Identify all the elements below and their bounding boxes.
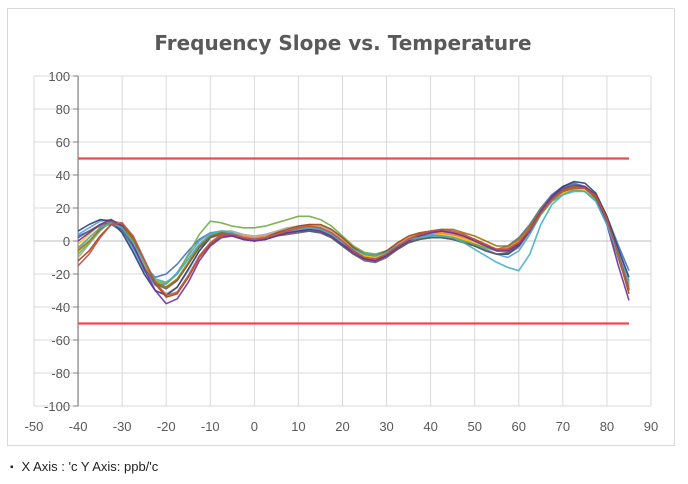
x-tick-label: 80: [600, 419, 614, 434]
series-line-1: [77, 182, 630, 279]
y-tick-label: 40: [56, 168, 70, 183]
chart-title: Frequency Slope vs. Temperature: [154, 31, 531, 55]
y-tick-label: -40: [51, 300, 70, 315]
y-tick-label: 60: [56, 135, 70, 150]
x-tick-label: 90: [644, 419, 658, 434]
y-tick-label: -80: [51, 366, 70, 381]
x-tick-label: 50: [467, 419, 481, 434]
x-tick-label: -10: [201, 419, 220, 434]
axis-units-text: X Axis : 'c Y Axis: ppb/'c: [21, 459, 159, 474]
x-tick-label: 30: [379, 419, 393, 434]
y-tick-label: -100: [44, 399, 70, 414]
x-tick-label: 70: [556, 419, 570, 434]
y-tick-label: -60: [51, 333, 70, 348]
x-tick-label: 20: [335, 419, 349, 434]
series-line-13: [77, 187, 630, 297]
y-tick-label: 0: [63, 234, 70, 249]
axis-units-note: ▪ X Axis : 'c Y Axis: ppb/'c: [10, 459, 158, 474]
x-tick-label: 10: [291, 419, 305, 434]
bullet-icon: ▪: [10, 462, 14, 473]
x-tick-label: 40: [423, 419, 437, 434]
series-line-12: [77, 190, 630, 285]
y-tick-label: 20: [56, 201, 70, 216]
chart: Frequency Slope vs. Temperature -50 -40 -3…: [25, 31, 659, 434]
x-tick-label: -50: [25, 419, 44, 434]
limit-lines: [78, 157, 629, 325]
series-lines: [77, 180, 630, 305]
series-line-7: [77, 180, 630, 297]
x-tick-label: -20: [157, 419, 176, 434]
y-tick-label: -20: [51, 267, 70, 282]
x-tick-label: 60: [512, 419, 526, 434]
y-tick-label: 100: [48, 69, 70, 84]
y-tick-label: 80: [56, 102, 70, 117]
x-tick-label: -40: [69, 419, 88, 434]
y-axis-tick-labels: -100 -80 -60 -40 -20 0 20 40 60 80 100: [44, 69, 70, 414]
x-tick-label: -30: [113, 419, 132, 434]
x-axis-tick-labels: -50 -40 -30 -20 -10 0 10 20 30 40 50 60 70 80 90: [25, 419, 659, 434]
x-tick-label: 0: [251, 419, 258, 434]
